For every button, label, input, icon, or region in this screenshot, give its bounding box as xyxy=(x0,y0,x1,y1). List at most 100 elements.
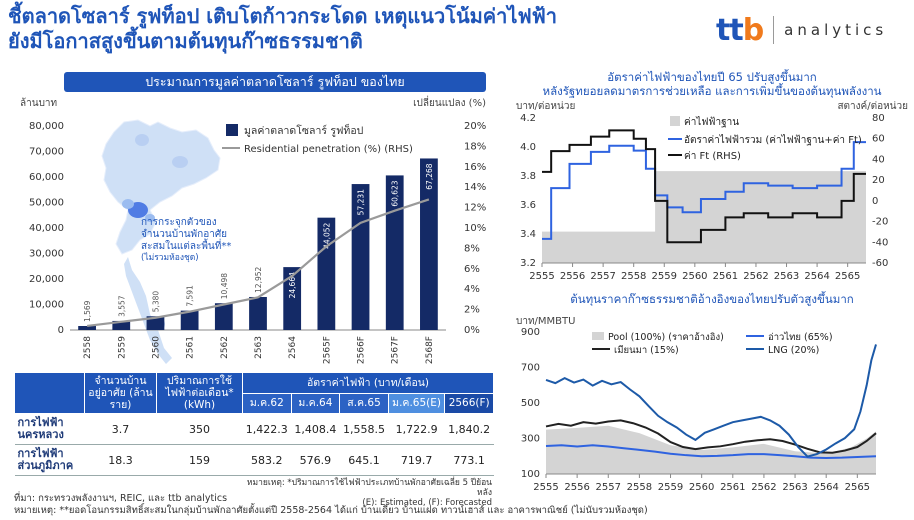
table-cell: 1,558.5 xyxy=(339,413,389,445)
table-subheader: ส.ค.65 xyxy=(339,392,389,414)
table-note-1: หมายเหตุ: *ปริมาณการใช้ไฟฟ้าประเภทบ้านพั… xyxy=(246,478,492,498)
table-cell: 1,840.2 xyxy=(444,413,494,445)
market-bar-label: 24,664 xyxy=(288,272,297,298)
line-series xyxy=(545,419,877,454)
ytick: 4.0 xyxy=(520,142,536,153)
logo-wordmark: analytics xyxy=(784,21,888,39)
ytick: 300 xyxy=(521,434,540,445)
legend-penetration: Residential penetration (%) (RHS) xyxy=(244,144,413,155)
market-bar-label: 7,591 xyxy=(186,285,195,307)
xtick: 2560 xyxy=(689,482,714,493)
market-xtick: 2563 xyxy=(254,336,264,359)
table-header-tariff: อัตราค่าไฟฟ้า (บาท/เดือน) xyxy=(242,372,494,394)
y2tick: -40 xyxy=(872,237,888,248)
legend-total: อัตราค่าไฟฟ้ารวม (ค่าไฟฟ้าฐาน+ค่า Ft) xyxy=(684,134,862,146)
market-ytick: 30,000 xyxy=(29,249,64,260)
market-bar-label: 10,498 xyxy=(220,273,229,299)
legend-swatch-market xyxy=(226,124,238,136)
market-bar xyxy=(283,267,302,330)
market-xtick: 2560 xyxy=(151,336,161,359)
y2tick: -20 xyxy=(872,217,888,228)
line-series xyxy=(542,141,866,240)
xtick: 2562 xyxy=(743,271,768,282)
xtick: 2562 xyxy=(751,482,776,493)
area-series xyxy=(542,171,866,263)
y2tick: 80 xyxy=(872,113,885,124)
xtick: 2565 xyxy=(835,271,860,282)
map-note-3: สะสมในแต่ละพื้นที่** xyxy=(141,238,231,252)
xtick: 2563 xyxy=(782,482,807,493)
xtick: 2556 xyxy=(560,271,585,282)
market-y2tick: 14% xyxy=(464,182,486,193)
market-ytick: 0 xyxy=(58,325,64,336)
table-cell: 159 xyxy=(156,444,243,476)
ytick: 4.2 xyxy=(520,113,536,124)
line-series xyxy=(545,344,877,458)
y2tick: 0 xyxy=(872,196,878,207)
legend-gulf: อ่าวไทย (65%) xyxy=(768,331,833,343)
market-y2tick: 16% xyxy=(464,162,486,173)
y2tick: -60 xyxy=(872,258,888,269)
map-note-2: จำนวนบ้านพักอาศัย xyxy=(141,228,227,240)
market-bar-label: 1,569 xyxy=(83,300,92,322)
market-bar xyxy=(112,320,131,330)
xtick: 2558 xyxy=(621,271,646,282)
xtick: 2561 xyxy=(720,482,745,493)
market-y2tick: 20% xyxy=(464,121,486,132)
penetration-line xyxy=(86,198,430,328)
xtick: 2565 xyxy=(845,482,870,493)
market-y2tick: 12% xyxy=(464,203,486,214)
headline: ชี้ตลาดโซลาร์ รูฟท็อป เติบโตก้าวกระโดด เ… xyxy=(8,4,648,54)
legend-market: มูลค่าตลาดโซลาร์ รูฟท็อป xyxy=(244,123,364,137)
table-row: การไฟฟ้า นครหลวง 3.7 350 1,422.3 1,408.4… xyxy=(14,413,494,445)
market-y2tick: 0% xyxy=(464,325,480,336)
market-bar-label: 12,952 xyxy=(254,267,263,293)
gas-ylabel: บาท/MMBTU xyxy=(516,316,575,327)
market-bar-label: 5,380 xyxy=(151,291,160,313)
market-y2tick: 8% xyxy=(464,243,480,254)
market-xtick: 2568F xyxy=(425,336,435,364)
table-corner xyxy=(14,372,85,414)
table-cell: 350 xyxy=(156,413,243,445)
xtick: 2557 xyxy=(590,271,615,282)
tariff-chart-title: อัตราค่าไฟฟ้าของไทยปี 65 ปรับสูงขึ้นมาก … xyxy=(516,70,908,98)
xtick: 2558 xyxy=(627,482,652,493)
xtick: 2555 xyxy=(533,482,558,493)
table-row: การไฟฟ้า ส่วนภูมิภาค 18.3 159 583.2 576.… xyxy=(14,444,494,476)
market-ytick: 10,000 xyxy=(29,300,64,311)
table-cell: 773.1 xyxy=(444,444,494,476)
legend-base: ค่าไฟฟ้าฐาน xyxy=(684,116,739,128)
market-xtick: 2564 xyxy=(288,336,298,359)
solar-market-chart: การกระจุกตัวของ จำนวนบ้านพักอาศัย สะสมใน… xyxy=(20,95,486,364)
table-row-label: การไฟฟ้า ส่วนภูมิภาค xyxy=(14,444,85,476)
market-xtick: 2559 xyxy=(117,336,127,359)
market-bar xyxy=(385,175,404,330)
gas-price-chart: บาท/MMBTU 100 300 500 700 900 2555 2556 2557 255… xyxy=(516,316,877,493)
ytick: 500 xyxy=(521,398,540,409)
xtick: 2555 xyxy=(529,271,554,282)
market-y2label: เปลี่ยนแปลง (%) xyxy=(413,95,486,109)
market-y2tick: 10% xyxy=(464,223,486,234)
table-cell: 18.3 xyxy=(84,444,157,476)
table-row-label: การไฟฟ้า นครหลวง xyxy=(14,413,85,445)
ytick: 3.8 xyxy=(520,171,536,182)
market-y2tick: 2% xyxy=(464,305,480,316)
table-cell: 3.7 xyxy=(84,413,157,445)
market-y2tick: 18% xyxy=(464,141,486,152)
market-ytick: 40,000 xyxy=(29,223,64,234)
legend-pool: Pool (100%) (ราคาอ้างอิง) xyxy=(608,332,724,343)
market-ytick: 50,000 xyxy=(29,198,64,209)
xtick: 2563 xyxy=(774,271,799,282)
market-ytick: 20,000 xyxy=(29,274,64,285)
market-ytick: 70,000 xyxy=(29,147,64,158)
source-note: ที่มา: กระทรวงพลังงานฯ, REIC, และ ttb an… xyxy=(14,493,228,504)
legend-myanmar: เมียนมา (15%) xyxy=(614,344,679,356)
market-y2tick: 4% xyxy=(464,284,480,295)
table-cell: 719.7 xyxy=(388,444,445,476)
y2tick: 60 xyxy=(872,134,885,145)
table-header-usage: ปริมาณการใช้ ไฟฟ้าต่อเดือน* (kWh) xyxy=(156,372,243,414)
market-xtick: 2565F xyxy=(322,336,332,364)
market-bar xyxy=(180,310,199,330)
market-xtick: 2566F xyxy=(357,336,367,364)
ytick: 100 xyxy=(521,469,540,480)
